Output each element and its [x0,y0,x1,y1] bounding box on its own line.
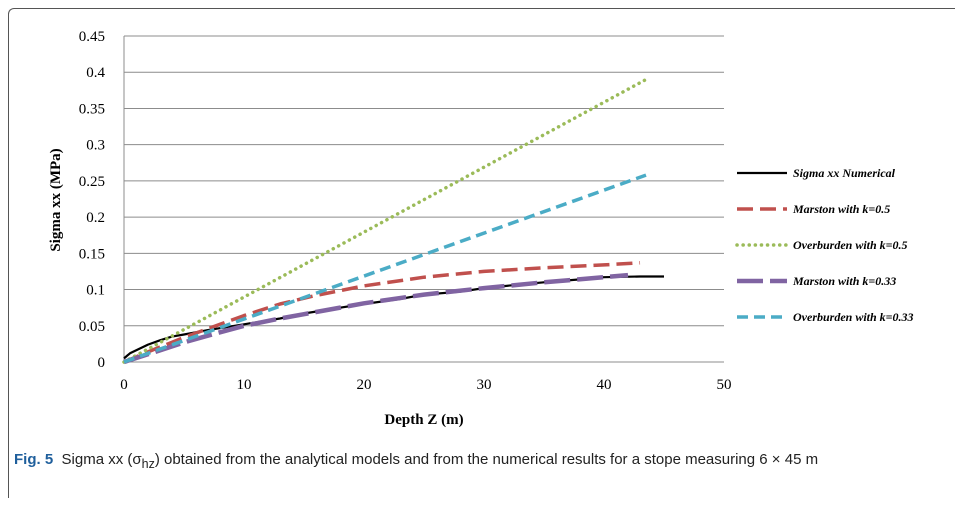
legend-label-2: Overburden with k=0.5 [793,238,908,252]
y-tick-9: 0.45 [79,29,105,45]
legend: Sigma xx Numerical Marston with k=0.5 Over… [735,166,914,324]
y-tick-labels: 0 0.05 0.1 0.15 0.2 0.25 0.3 0.35 0.4 0.45 [79,29,106,371]
x-axis-label: Depth Z (m) [384,412,463,428]
figure-caption: Fig. 5 Sigma xx (σhz) obtained from the … [14,449,949,475]
y-tick-8: 0.4 [86,65,105,81]
legend-label-4: Overburden with k=0.33 [793,310,914,324]
y-tick-4: 0.2 [86,210,105,226]
series-lines [122,77,664,365]
y-tick-1: 0.05 [79,319,105,335]
y-tick-7: 0.35 [79,101,105,117]
x-tick-4: 40 [597,377,612,393]
figure-frame [8,8,955,429]
grid-lines [124,35,724,327]
legend-label-1: Marston with k=0.5 [792,202,890,216]
y-tick-0: 0 [98,355,106,371]
axes [123,36,724,363]
caption-rule [8,428,9,498]
x-tick-2: 20 [357,377,372,393]
x-tick-0: 0 [120,377,128,393]
series-line-4 [123,173,647,364]
series-line-1 [123,261,641,364]
line-chart: 0 0.05 0.1 0.15 0.2 0.25 0.3 0.35 0.4 0.45 0 10 20 3… [48,29,914,428]
caption-text: Sigma xx (σ [61,451,142,468]
legend-label-3: Marston with k=0.33 [792,274,896,288]
x-tick-1: 10 [237,377,252,393]
y-tick-3: 0.15 [79,246,105,262]
y-tick-6: 0.3 [86,138,105,154]
caption-text-after: ) obtained from the analytical models an… [154,451,819,468]
x-tick-labels: 0 10 20 30 40 50 [120,377,731,393]
x-tick-3: 30 [477,377,492,393]
y-tick-2: 0.1 [86,283,105,299]
y-tick-5: 0.25 [79,174,105,190]
legend-label-0: Sigma xx Numerical [793,166,896,180]
series-line-3 [123,272,629,365]
x-tick-5: 50 [717,377,732,393]
y-axis-label: Sigma xx (MPa) [48,148,64,251]
caption-subscript: hz [141,457,155,471]
series-line-2 [122,77,648,364]
caption-label: Fig. 5 [14,451,54,468]
